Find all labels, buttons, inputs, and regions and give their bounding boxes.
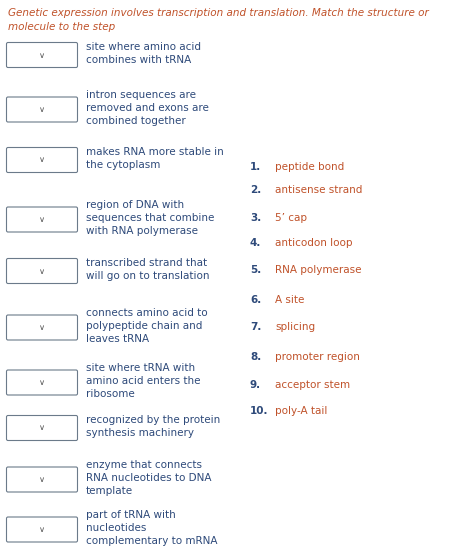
Text: ∨: ∨ (39, 215, 45, 224)
FancyBboxPatch shape (6, 370, 78, 395)
Text: 2.: 2. (250, 185, 261, 195)
Text: RNA nucleotides to DNA: RNA nucleotides to DNA (86, 473, 212, 483)
Text: 4.: 4. (250, 238, 262, 248)
Text: splicing: splicing (275, 322, 315, 332)
FancyBboxPatch shape (6, 517, 78, 542)
Text: A site: A site (275, 295, 304, 305)
Text: 5’ cap: 5’ cap (275, 213, 307, 223)
Text: template: template (86, 486, 133, 496)
Text: region of DNA with: region of DNA with (86, 200, 184, 210)
Text: 6.: 6. (250, 295, 261, 305)
Text: site where amino acid: site where amino acid (86, 42, 201, 52)
Text: combined together: combined together (86, 116, 186, 126)
FancyBboxPatch shape (6, 97, 78, 122)
Text: ∨: ∨ (39, 475, 45, 484)
FancyBboxPatch shape (6, 315, 78, 340)
Text: sequences that combine: sequences that combine (86, 213, 214, 223)
Text: RNA polymerase: RNA polymerase (275, 265, 362, 275)
FancyBboxPatch shape (6, 43, 78, 68)
Text: ∨: ∨ (39, 105, 45, 114)
Text: polypeptide chain and: polypeptide chain and (86, 321, 202, 331)
Text: 1.: 1. (250, 162, 261, 172)
Text: part of tRNA with: part of tRNA with (86, 510, 176, 520)
Text: molecule to the step: molecule to the step (8, 22, 115, 32)
Text: recognized by the protein: recognized by the protein (86, 415, 220, 425)
Text: ∨: ∨ (39, 51, 45, 59)
Text: acceptor stem: acceptor stem (275, 380, 350, 390)
Text: peptide bond: peptide bond (275, 162, 344, 172)
Text: nucleotides: nucleotides (86, 523, 147, 533)
Text: makes RNA more stable in: makes RNA more stable in (86, 147, 224, 157)
Text: combines with tRNA: combines with tRNA (86, 55, 191, 65)
Text: 5.: 5. (250, 265, 261, 275)
Text: Genetic expression involves transcription and translation. Match the structure o: Genetic expression involves transcriptio… (8, 8, 429, 18)
Text: promoter region: promoter region (275, 352, 360, 362)
FancyBboxPatch shape (6, 416, 78, 441)
Text: amino acid enters the: amino acid enters the (86, 376, 201, 386)
Text: site where tRNA with: site where tRNA with (86, 363, 195, 373)
FancyBboxPatch shape (6, 148, 78, 173)
Text: 10.: 10. (250, 406, 268, 416)
Text: anticodon loop: anticodon loop (275, 238, 353, 248)
FancyBboxPatch shape (6, 259, 78, 284)
Text: enzyme that connects: enzyme that connects (86, 460, 202, 470)
Text: the cytoplasm: the cytoplasm (86, 160, 161, 170)
Text: antisense strand: antisense strand (275, 185, 362, 195)
Text: 3.: 3. (250, 213, 261, 223)
Text: removed and exons are: removed and exons are (86, 103, 209, 113)
Text: 7.: 7. (250, 322, 262, 332)
Text: ribosome: ribosome (86, 389, 135, 399)
Text: leaves tRNA: leaves tRNA (86, 334, 149, 344)
Text: ∨: ∨ (39, 525, 45, 534)
Text: ∨: ∨ (39, 378, 45, 387)
Text: connects amino acid to: connects amino acid to (86, 308, 207, 318)
Text: transcribed strand that: transcribed strand that (86, 258, 207, 268)
FancyBboxPatch shape (6, 207, 78, 232)
Text: ∨: ∨ (39, 266, 45, 275)
Text: complementary to mRNA: complementary to mRNA (86, 536, 217, 546)
Text: ∨: ∨ (39, 155, 45, 164)
Text: will go on to translation: will go on to translation (86, 271, 210, 281)
Text: ∨: ∨ (39, 423, 45, 432)
Text: intron sequences are: intron sequences are (86, 90, 196, 100)
Text: with RNA polymerase: with RNA polymerase (86, 226, 198, 236)
FancyBboxPatch shape (6, 467, 78, 492)
Text: 9.: 9. (250, 380, 261, 390)
Text: poly-A tail: poly-A tail (275, 406, 327, 416)
Text: 8.: 8. (250, 352, 261, 362)
Text: synthesis machinery: synthesis machinery (86, 428, 194, 438)
Text: ∨: ∨ (39, 323, 45, 332)
